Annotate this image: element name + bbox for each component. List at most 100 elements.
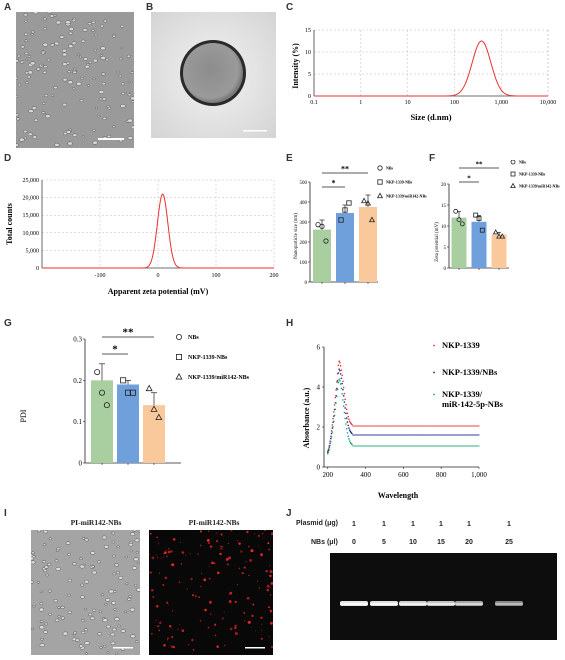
data-point <box>381 445 383 447</box>
data-point <box>411 434 414 436</box>
y-tick-label: 10,000 <box>23 231 40 237</box>
fluorescent-dot <box>171 645 174 648</box>
cell <box>39 620 44 623</box>
data-point <box>386 434 389 436</box>
y-tick-label: 5 <box>308 72 311 78</box>
data-point <box>459 221 465 227</box>
cell <box>16 59 20 63</box>
data-point <box>427 425 429 427</box>
gel-band-core <box>455 603 483 605</box>
fluorescent-dot <box>220 545 222 548</box>
x-tick-label: 100 <box>450 100 459 106</box>
cell <box>78 644 84 648</box>
cell <box>31 106 37 110</box>
fluorescent-dot <box>192 594 195 597</box>
fluorescent-dot <box>208 542 210 544</box>
data-point <box>368 216 376 223</box>
data-point <box>456 445 458 447</box>
fluorescent-dot <box>268 548 271 551</box>
cell <box>111 531 116 535</box>
fluorescent-dot <box>186 588 188 590</box>
data-point <box>336 381 338 383</box>
fluorescent-dot <box>194 595 197 598</box>
significance-label: * <box>332 179 336 188</box>
data-point <box>415 425 417 427</box>
data-point <box>395 425 397 427</box>
x-tick-label: 200 <box>323 471 334 479</box>
data-point <box>457 425 459 427</box>
data-point <box>448 434 451 436</box>
data-point <box>345 412 347 415</box>
cell <box>128 542 134 547</box>
fluorescent-dot <box>158 629 161 632</box>
panel-label-f: F <box>429 153 436 164</box>
data-point <box>386 445 389 447</box>
data-point <box>344 407 346 409</box>
cell <box>98 90 105 94</box>
series-1 <box>326 368 480 454</box>
data-point <box>446 434 448 436</box>
panel-label-e: E <box>286 153 293 164</box>
y-axis-label-g: PDI <box>19 409 28 422</box>
data-point <box>345 417 348 419</box>
legend-marker <box>433 371 435 374</box>
fluorescent-dot <box>245 561 247 563</box>
data-point <box>345 408 348 411</box>
fluorescent-dot <box>240 550 243 553</box>
y-tick-label: 0.3 <box>73 335 82 343</box>
nbs-value: 20 <box>465 539 473 546</box>
fluorescent-dot <box>199 530 202 533</box>
data-point <box>447 434 449 436</box>
data-point <box>357 434 359 436</box>
cell <box>65 20 71 25</box>
data-point <box>433 425 435 427</box>
data-point <box>416 445 418 447</box>
cell <box>102 116 107 120</box>
cell <box>31 580 34 584</box>
data-point <box>351 443 353 446</box>
y-tick-label: 100 <box>300 261 308 266</box>
data-point <box>343 401 346 403</box>
data-point <box>467 434 469 436</box>
cell <box>129 540 133 544</box>
cell <box>100 54 104 57</box>
cell <box>72 562 77 566</box>
fluorescent-dot <box>155 619 157 621</box>
cell <box>53 599 58 603</box>
nbs-value: 5 <box>382 539 386 546</box>
bar <box>491 234 507 268</box>
cell <box>103 19 108 23</box>
cell <box>60 616 65 620</box>
plasmid-value: 1 <box>439 521 443 528</box>
data-point <box>327 449 330 452</box>
data-point <box>436 445 438 447</box>
fluorescent-dot <box>235 632 238 636</box>
data-point <box>439 425 441 427</box>
cell <box>36 581 41 584</box>
cell <box>62 77 68 82</box>
cell <box>76 81 82 86</box>
micrograph-i-left-title: PI-miR142-NBs <box>70 518 122 527</box>
cell <box>60 605 65 609</box>
cell <box>82 537 86 540</box>
data-point <box>408 425 410 427</box>
cell <box>128 595 132 598</box>
data-point <box>424 434 426 436</box>
gel-band-core <box>340 603 368 605</box>
cell <box>66 130 71 134</box>
cell <box>130 96 134 101</box>
fluorescent-dot <box>246 596 250 600</box>
data-point <box>427 445 429 447</box>
cell <box>27 55 31 58</box>
cell <box>134 640 139 643</box>
gel-band-core <box>399 603 427 605</box>
cell <box>116 545 120 548</box>
chart-d: -100 0 100 200 0 5,000 10,000 15,000 20,000 25,00… <box>5 178 279 296</box>
cell <box>32 604 36 608</box>
data-point <box>405 434 407 436</box>
fluorescent-dot <box>166 601 169 604</box>
nbs-row-label: NBs (μl) <box>311 539 338 546</box>
data-point <box>345 423 347 425</box>
cell <box>75 638 80 642</box>
data-point <box>474 425 476 427</box>
